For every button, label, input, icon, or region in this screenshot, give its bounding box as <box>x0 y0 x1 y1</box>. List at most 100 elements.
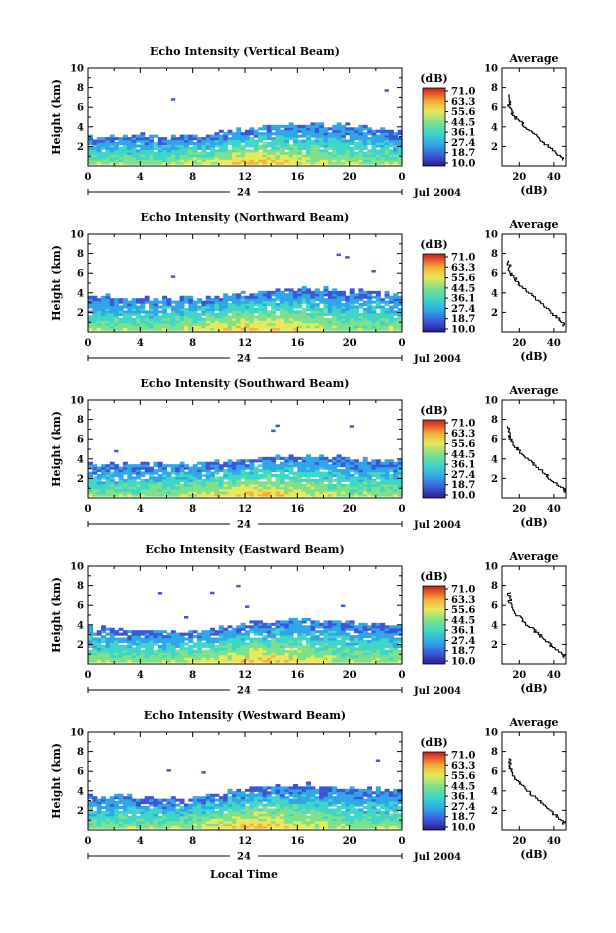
y-tick-label: 10 <box>70 64 84 75</box>
colorbar-tick-label: 10.0 <box>451 823 475 834</box>
y-tick-label: 8 <box>77 249 84 260</box>
average-x-label: (dB) <box>520 350 547 363</box>
y-tick-label: 4 <box>77 620 84 631</box>
x-tick-label: 0 <box>399 172 406 183</box>
x-tick-label: 4 <box>137 670 144 681</box>
y-tick-label: 4 <box>77 454 84 465</box>
panel-1: Echo Intensity (Northward Beam)246810Hei… <box>50 211 566 365</box>
x-tick-label: 8 <box>189 836 196 847</box>
average-frame <box>502 732 566 830</box>
bottom-x-axis-label: Local Time <box>210 868 278 881</box>
x-tick-label: 4 <box>137 504 144 515</box>
average-title: Average <box>508 384 558 397</box>
x-tick-label: 12 <box>238 338 252 349</box>
date-label: Jul 2004 <box>413 852 461 863</box>
x-tick-label: 20 <box>343 338 357 349</box>
average-y-tick-label: 10 <box>484 396 498 407</box>
average-y-tick-label: 6 <box>491 435 498 446</box>
colorbar-unit: (dB) <box>420 736 447 749</box>
x-tick-label: 20 <box>343 172 357 183</box>
colorbar <box>423 752 445 830</box>
x-tick-label: 4 <box>137 836 144 847</box>
average-title: Average <box>508 716 558 729</box>
average-y-tick-label: 6 <box>491 269 498 280</box>
average-x-tick-label: 40 <box>547 338 561 349</box>
y-tick-label: 2 <box>77 640 84 651</box>
y-tick-label: 6 <box>77 435 84 446</box>
average-x-tick-label: 20 <box>512 504 526 515</box>
heatmap-field <box>88 425 403 497</box>
x-tick-label: 0 <box>85 338 92 349</box>
average-frame <box>502 68 566 166</box>
average-y-tick-label: 2 <box>491 142 498 153</box>
colorbar-tick-label: 10.0 <box>451 325 475 336</box>
average-y-tick-label: 6 <box>491 103 498 114</box>
average-y-tick-label: 4 <box>491 122 498 133</box>
heatmap-field <box>88 585 403 663</box>
colorbar-unit: (dB) <box>420 238 447 251</box>
average-y-tick-label: 4 <box>491 454 498 465</box>
panel-3: Echo Intensity (Eastward Beam)246810Heig… <box>50 543 566 697</box>
y-tick-label: 4 <box>77 786 84 797</box>
x-tick-label: 0 <box>399 338 406 349</box>
average-y-tick-label: 8 <box>491 747 498 758</box>
x-tick-label: 4 <box>137 172 144 183</box>
date-label: Jul 2004 <box>413 520 461 531</box>
x-tick-label: 0 <box>399 836 406 847</box>
average-title: Average <box>508 218 558 231</box>
colorbar-unit: (dB) <box>420 570 447 583</box>
day-label: 24 <box>237 852 251 863</box>
average-frame <box>502 566 566 664</box>
date-label: Jul 2004 <box>413 686 461 697</box>
average-profile-line <box>507 426 565 492</box>
x-tick-label: 8 <box>189 670 196 681</box>
y-tick-label: 10 <box>70 396 84 407</box>
panel-title: Echo Intensity (Southward Beam) <box>141 377 350 390</box>
y-tick-label: 2 <box>77 806 84 817</box>
x-tick-label: 16 <box>290 338 304 349</box>
day-label: 24 <box>237 354 251 365</box>
average-profile-line <box>508 592 567 658</box>
panel-title: Echo Intensity (Westward Beam) <box>144 709 346 722</box>
average-x-tick-label: 20 <box>512 670 526 681</box>
average-x-tick-label: 40 <box>547 670 561 681</box>
y-tick-label: 2 <box>77 474 84 485</box>
average-y-tick-label: 2 <box>491 474 498 485</box>
x-tick-label: 8 <box>189 338 196 349</box>
average-y-tick-label: 10 <box>484 64 498 75</box>
average-profile-line <box>508 94 564 160</box>
average-y-tick-label: 4 <box>491 786 498 797</box>
y-tick-label: 8 <box>77 581 84 592</box>
average-y-tick-label: 10 <box>484 562 498 573</box>
panel-4: Echo Intensity (Westward Beam)246810Heig… <box>50 709 566 863</box>
average-x-tick-label: 40 <box>547 836 561 847</box>
x-tick-label: 20 <box>343 504 357 515</box>
average-x-tick-label: 20 <box>512 172 526 183</box>
colorbar-unit: (dB) <box>420 404 447 417</box>
y-tick-label: 10 <box>70 562 84 573</box>
average-y-tick-label: 6 <box>491 601 498 612</box>
x-tick-label: 8 <box>189 504 196 515</box>
y-tick-label: 4 <box>77 288 84 299</box>
average-x-tick-label: 40 <box>547 504 561 515</box>
x-tick-label: 0 <box>85 504 92 515</box>
average-y-tick-label: 8 <box>491 581 498 592</box>
heatmap-field <box>88 759 403 828</box>
x-tick-label: 4 <box>137 338 144 349</box>
colorbar <box>423 420 445 498</box>
panel-title: Echo Intensity (Vertical Beam) <box>150 45 340 58</box>
heatmap-field <box>88 89 403 164</box>
colorbar <box>423 88 445 166</box>
y-axis-label: Height (km) <box>50 743 63 819</box>
day-label: 24 <box>237 686 251 697</box>
x-tick-label: 0 <box>85 172 92 183</box>
y-tick-label: 6 <box>77 269 84 280</box>
average-x-label: (dB) <box>520 848 547 861</box>
average-y-tick-label: 2 <box>491 640 498 651</box>
average-y-tick-label: 2 <box>491 806 498 817</box>
y-tick-label: 10 <box>70 230 84 241</box>
average-x-tick-label: 20 <box>512 836 526 847</box>
y-axis-label: Height (km) <box>50 411 63 487</box>
average-profile-line <box>507 260 564 326</box>
